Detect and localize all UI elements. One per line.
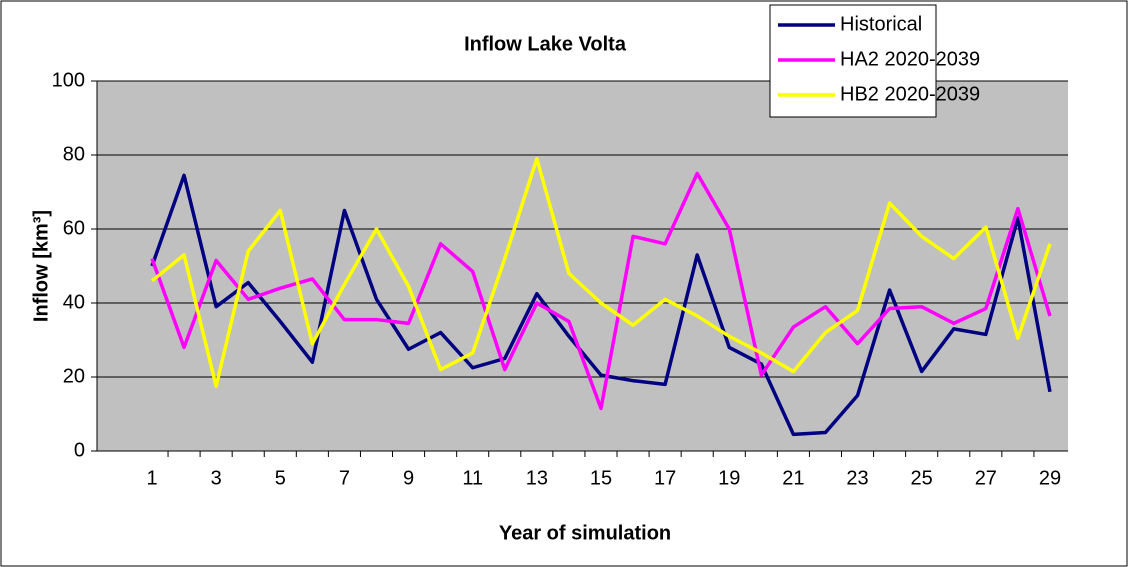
x-tick-label: 23	[846, 467, 868, 489]
plot-area	[97, 81, 1068, 451]
series-line	[150, 173, 1052, 437]
chart-title: Inflow Lake Volta	[464, 33, 627, 55]
y-tick-label: 0	[74, 439, 85, 461]
x-tick-label: 9	[403, 467, 414, 489]
x-tick-label: 5	[275, 467, 286, 489]
series-line	[150, 171, 1052, 411]
x-tick-label: 3	[211, 467, 222, 489]
x-axis-label: Year of simulation	[499, 522, 671, 544]
series-line	[150, 156, 1052, 388]
x-tick-label: 11	[462, 467, 483, 489]
y-tick-label: 20	[63, 365, 85, 387]
x-tick-label: 25	[911, 467, 933, 489]
x-tick-label: 29	[1039, 467, 1061, 489]
x-tick-label: 1	[146, 467, 157, 489]
legend-label: HA2 2020-2039	[840, 48, 980, 70]
y-axis-label: Inflow [km³]	[30, 210, 52, 322]
y-tick-label: 80	[63, 143, 85, 165]
x-tick-label: 13	[526, 467, 548, 489]
x-tick-label: 7	[339, 467, 350, 489]
legend-label: Historical	[840, 13, 922, 35]
x-tick-label: 27	[975, 467, 997, 489]
x-tick-label: 15	[590, 467, 612, 489]
y-tick-label: 60	[63, 217, 85, 239]
x-tick-label: 17	[654, 467, 676, 489]
x-tick-label: 19	[718, 467, 740, 489]
x-tick-label: 21	[782, 467, 804, 489]
y-tick-label: 40	[63, 291, 85, 313]
legend-label: HB2 2020-2039	[840, 83, 980, 105]
y-tick-label: 100	[52, 69, 85, 91]
